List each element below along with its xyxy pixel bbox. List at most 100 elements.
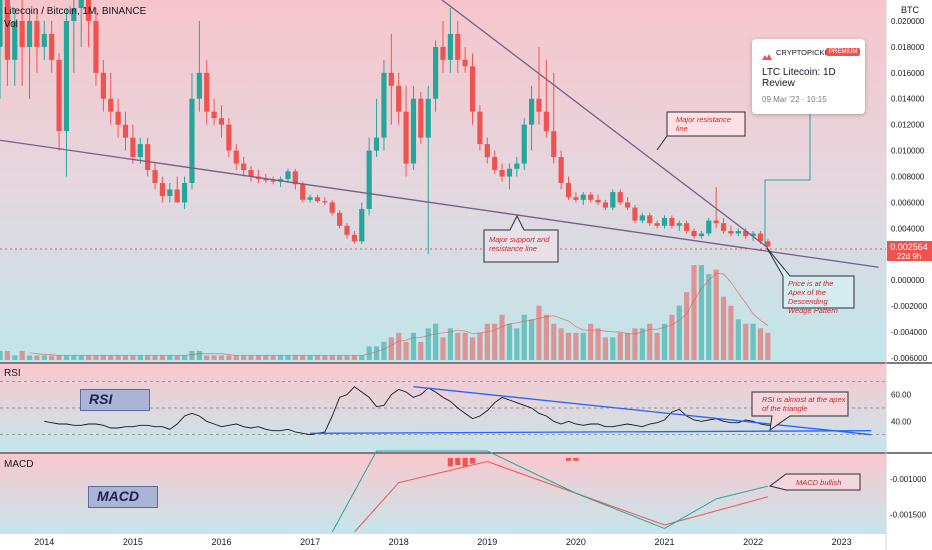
candle-body	[433, 46, 439, 99]
price-tick-label: 0.014000	[891, 95, 925, 104]
volume-label[interactable]: Vol	[4, 19, 18, 30]
volume-bar	[159, 355, 166, 360]
rsi-label[interactable]: RSI	[4, 368, 21, 379]
candle-body	[447, 33, 453, 60]
volume-bar	[4, 350, 10, 360]
volume-bar	[277, 355, 284, 360]
volume-bar	[573, 332, 579, 360]
price-tick-label: -0.002000	[891, 302, 928, 311]
candle-body	[19, 20, 25, 47]
volume-bar	[12, 355, 18, 360]
volume-bar	[743, 323, 749, 360]
resistance-note: Major resistance line	[676, 115, 732, 133]
volume-bar	[558, 328, 564, 360]
price-tick-label: 0.018000	[891, 43, 925, 52]
macd-signal-line	[354, 461, 768, 533]
volume-series	[0, 265, 771, 360]
card-author: CRYPTOPICKK	[776, 48, 830, 57]
volume-bar	[720, 296, 727, 360]
candle-body	[750, 233, 756, 237]
macd-label[interactable]: MACD	[4, 459, 34, 470]
rsi-note: RSI is almost at the apex of the triangl…	[762, 395, 846, 413]
volume-bar	[477, 332, 483, 360]
macd-line	[331, 450, 768, 533]
candle-body	[455, 33, 461, 60]
candle-body	[12, 20, 18, 60]
candle-body	[226, 124, 232, 151]
price-tick-label: 0.016000	[891, 69, 925, 78]
volume-bar	[0, 350, 3, 360]
volume-bar	[492, 323, 498, 360]
candle-body	[388, 72, 394, 86]
volume-bar	[78, 355, 84, 360]
volume-bar	[551, 323, 557, 360]
candle-body	[610, 192, 616, 208]
price-tick-label: 0.008000	[891, 173, 925, 182]
candle-body	[462, 59, 468, 67]
volume-bar	[624, 332, 631, 360]
volume-bar	[211, 355, 217, 360]
symbol-title[interactable]: Litecoin / Bitcoin, 1M, BINANCE	[4, 6, 147, 17]
resistance-callout[interactable]	[656, 111, 746, 151]
candle-body	[565, 183, 572, 198]
premium-badge: PREMIUM	[826, 48, 861, 56]
volume-bar	[602, 337, 609, 360]
time-tick-label: 2020	[566, 537, 586, 547]
volume-bar	[529, 319, 535, 360]
volume-bar	[263, 355, 269, 360]
candle-body	[602, 202, 609, 208]
volume-bar	[418, 341, 424, 360]
time-scale-bg[interactable]	[0, 534, 886, 550]
candle-body	[477, 111, 483, 145]
apex-callout[interactable]	[766, 247, 855, 309]
trendline[interactable]	[0, 139, 879, 268]
time-tick-label: 2023	[832, 537, 852, 547]
candle-body	[337, 212, 343, 226]
candle-body	[152, 170, 158, 183]
volume-bar	[196, 350, 202, 360]
idea-card[interactable]: CRYPTOPICKK PREMIUM LTC Litecoin: 1D Rev…	[752, 39, 865, 114]
candle-body	[322, 201, 328, 203]
candle-body	[529, 98, 535, 125]
time-tick-label: 2017	[300, 537, 320, 547]
macd-note: MACD bullish	[796, 478, 842, 487]
candle-body	[757, 233, 764, 242]
volume-bar	[514, 328, 520, 360]
rsi-callout[interactable]	[751, 391, 849, 432]
candle-body	[536, 98, 542, 112]
card-title: LTC Litecoin: 1D Review	[762, 67, 836, 89]
volume-bar	[632, 328, 638, 360]
macd-tick-label: -0.001000	[890, 475, 927, 484]
rsi-trendline[interactable]	[413, 386, 872, 436]
candle-body	[174, 189, 180, 203]
candle-body	[241, 163, 247, 171]
macd-histogram-bar	[565, 458, 572, 461]
volume-bar	[366, 346, 372, 360]
card-connector	[764, 112, 811, 245]
volume-bar	[728, 305, 734, 360]
macd-callout[interactable]	[768, 473, 861, 491]
trendlines[interactable]	[0, 0, 879, 268]
trendline[interactable]	[436, 0, 769, 249]
candle-body	[78, 0, 84, 8]
time-axis: 2014 2015 2016 2017 2018 2019 2020 2021 2022 2023	[34, 537, 851, 547]
volume-bar	[521, 314, 527, 360]
candle-body	[735, 230, 741, 234]
volume-bar	[403, 341, 409, 360]
candle-body	[41, 33, 47, 47]
time-tick-label: 2019	[477, 537, 497, 547]
time-tick-label: 2016	[211, 537, 231, 547]
macd-histogram-bar	[455, 458, 461, 466]
volume-bar	[100, 355, 106, 360]
price-scale-bg[interactable]	[886, 0, 932, 550]
currency-label: BTC	[901, 5, 919, 15]
volume-bar	[735, 319, 741, 360]
volume-bar	[440, 337, 446, 360]
candle-body	[765, 241, 771, 247]
volume-bar	[49, 355, 55, 360]
support-callout[interactable]	[483, 214, 559, 263]
rsi-tick-label: 40.00	[891, 417, 912, 426]
rsi-trendline[interactable]	[310, 430, 872, 434]
